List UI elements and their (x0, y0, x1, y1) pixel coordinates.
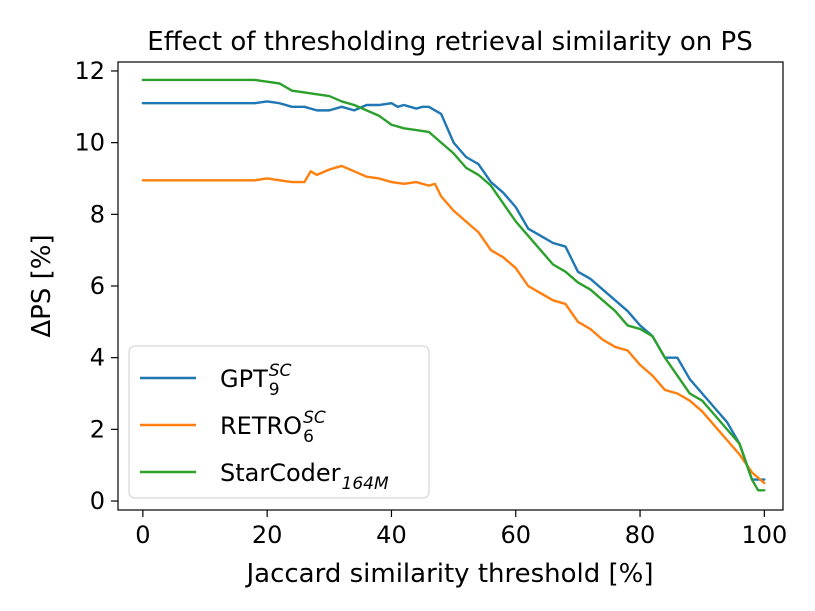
y-tick-label: 10 (74, 129, 105, 157)
x-tick-label: 20 (252, 521, 283, 549)
series-line-starcoder (141, 78, 766, 492)
series-line-gpt (141, 100, 766, 481)
legend-item-starcoder: StarCoder 164M (140, 459, 389, 494)
legend-label: GPT (220, 365, 268, 393)
x-axis-label: Jaccard similarity threshold [%] (244, 559, 653, 589)
x-tick-label: 60 (500, 521, 531, 549)
legend-item-gpt: GPT SC9 (140, 361, 292, 400)
legend-label-subscript: 164M (342, 474, 389, 494)
y-tick-label: 4 (90, 344, 105, 372)
y-tick-label: 12 (74, 57, 105, 85)
legend-label: StarCoder (220, 459, 341, 487)
chart-title: Effect of thresholding retrieval similar… (147, 27, 752, 57)
legend-label-subscript: 9 (269, 380, 280, 400)
y-tick-label: 2 (90, 415, 105, 443)
legend-label-superscript: SC (303, 408, 326, 428)
y-tick-label: 0 (90, 487, 105, 515)
legend-item-retro: RETRO SC6 (140, 408, 326, 447)
legend-label-superscript: SC (269, 361, 292, 381)
x-tick-label: 40 (376, 521, 407, 549)
legend-box (128, 345, 430, 499)
x-tick-label: 80 (625, 521, 656, 549)
x-tick-label: 100 (741, 521, 787, 549)
y-tick-label: 8 (90, 200, 105, 228)
y-axis: 0 2 4 6 8 10 12 (74, 57, 118, 515)
series-layer (141, 78, 766, 492)
x-axis: 0 20 40 60 80 100 (135, 510, 787, 549)
legend-label-subscript: 6 (303, 427, 314, 447)
y-axis-label: ΔPS [%] (27, 234, 57, 337)
y-tick-label: 6 (90, 272, 105, 300)
series-line-retro (141, 164, 766, 485)
x-tick-label: 0 (135, 521, 150, 549)
legend-label: RETRO (220, 412, 302, 440)
